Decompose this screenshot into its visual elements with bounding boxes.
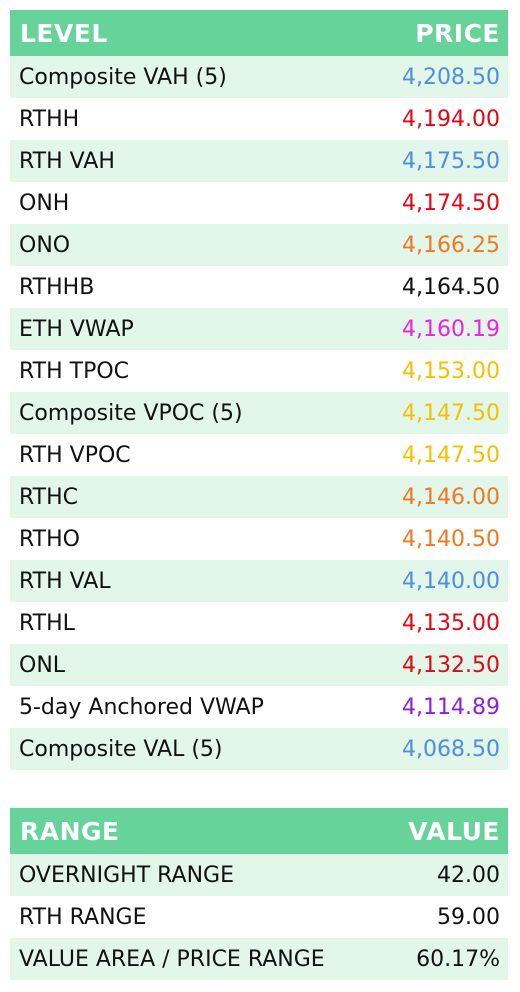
level-price: 4,175.50 — [402, 148, 500, 174]
level-price: 4,146.00 — [402, 484, 500, 510]
level-label: RTH VAL — [19, 568, 111, 594]
level-label: RTH VPOC — [19, 442, 131, 468]
level-label: RTHC — [19, 484, 79, 510]
table-row: RTH VAH 4,175.50 — [10, 140, 508, 182]
level-price: 4,174.50 — [402, 190, 500, 216]
table-row: ONL 4,132.50 — [10, 644, 508, 686]
level-price: 4,153.00 — [402, 358, 500, 384]
level-label: RTH VAH — [19, 148, 115, 174]
level-column-header: LEVEL — [20, 18, 108, 48]
level-label: ONO — [19, 232, 71, 258]
table-row: RTH VAL 4,140.00 — [10, 560, 508, 602]
level-price: 4,147.50 — [402, 442, 500, 468]
level-price: 4,160.19 — [402, 316, 500, 342]
table-row: RTHL 4,135.00 — [10, 602, 508, 644]
table-row: Composite VPOC (5) 4,147.50 — [10, 392, 508, 434]
table-row: ONH 4,174.50 — [10, 182, 508, 224]
range-label: VALUE AREA / PRICE RANGE — [19, 946, 325, 972]
level-price: 4,164.50 — [402, 274, 500, 300]
level-price: 4,147.50 — [402, 400, 500, 426]
price-column-header: PRICE — [415, 18, 500, 48]
ranges-table: RANGE VALUE OVERNIGHT RANGE 42.00 RTH RANG… — [10, 808, 508, 980]
table-row: VALUE AREA / PRICE RANGE 60.17% — [10, 938, 508, 980]
level-price: 4,068.50 — [402, 736, 500, 762]
value-column-header: VALUE — [408, 816, 500, 846]
table-row: RTHC 4,146.00 — [10, 476, 508, 518]
level-price: 4,208.50 — [402, 64, 500, 90]
level-price: 4,132.50 — [402, 652, 500, 678]
level-label: RTH TPOC — [19, 358, 130, 384]
range-label: OVERNIGHT RANGE — [19, 862, 234, 888]
level-price: 4,166.25 — [402, 232, 500, 258]
level-price: 4,135.00 — [402, 610, 500, 636]
levels-table-body: Composite VAH (5) 4,208.50 RTHH 4,194.00 RTH… — [10, 56, 508, 770]
table-row: Composite VAL (5) 4,068.50 — [10, 728, 508, 770]
table-row: RTHHB 4,164.50 — [10, 266, 508, 308]
table-row: ONO 4,166.25 — [10, 224, 508, 266]
range-label: RTH RANGE — [19, 904, 147, 930]
table-row: Composite VAH (5) 4,208.50 — [10, 56, 508, 98]
level-price: 4,140.00 — [402, 568, 500, 594]
level-price: 4,140.50 — [402, 526, 500, 552]
level-label: ONL — [19, 652, 66, 678]
table-row: ETH VWAP 4,160.19 — [10, 308, 508, 350]
table-row: RTH VPOC 4,147.50 — [10, 434, 508, 476]
level-price: 4,194.00 — [402, 106, 500, 132]
level-label: ETH VWAP — [19, 316, 134, 342]
range-column-header: RANGE — [20, 816, 120, 846]
ranges-table-body: OVERNIGHT RANGE 42.00 RTH RANGE 59.00 VALUE … — [10, 854, 508, 980]
range-value: 59.00 — [437, 904, 500, 930]
level-label: RTHL — [19, 610, 75, 636]
table-row: RTH RANGE 59.00 — [10, 896, 508, 938]
level-price: 4,114.89 — [402, 694, 500, 720]
level-label: RTHO — [19, 526, 80, 552]
table-row: RTHO 4,140.50 — [10, 518, 508, 560]
level-label: Composite VAL (5) — [19, 736, 223, 762]
table-row: RTH TPOC 4,153.00 — [10, 350, 508, 392]
level-label: Composite VAH (5) — [19, 64, 227, 90]
level-label: 5-day Anchored VWAP — [19, 694, 264, 720]
ranges-table-header: RANGE VALUE — [10, 808, 508, 854]
level-label: ONH — [19, 190, 70, 216]
level-label: Composite VPOC (5) — [19, 400, 243, 426]
range-value: 42.00 — [437, 862, 500, 888]
table-row: OVERNIGHT RANGE 42.00 — [10, 854, 508, 896]
levels-table-header: LEVEL PRICE — [10, 10, 508, 56]
table-row: RTHH 4,194.00 — [10, 98, 508, 140]
levels-table: LEVEL PRICE Composite VAH (5) 4,208.50 RTH… — [10, 10, 508, 770]
level-label: RTHHB — [19, 274, 95, 300]
table-row: 5-day Anchored VWAP 4,114.89 — [10, 686, 508, 728]
level-label: RTHH — [19, 106, 80, 132]
range-value: 60.17% — [416, 946, 500, 972]
